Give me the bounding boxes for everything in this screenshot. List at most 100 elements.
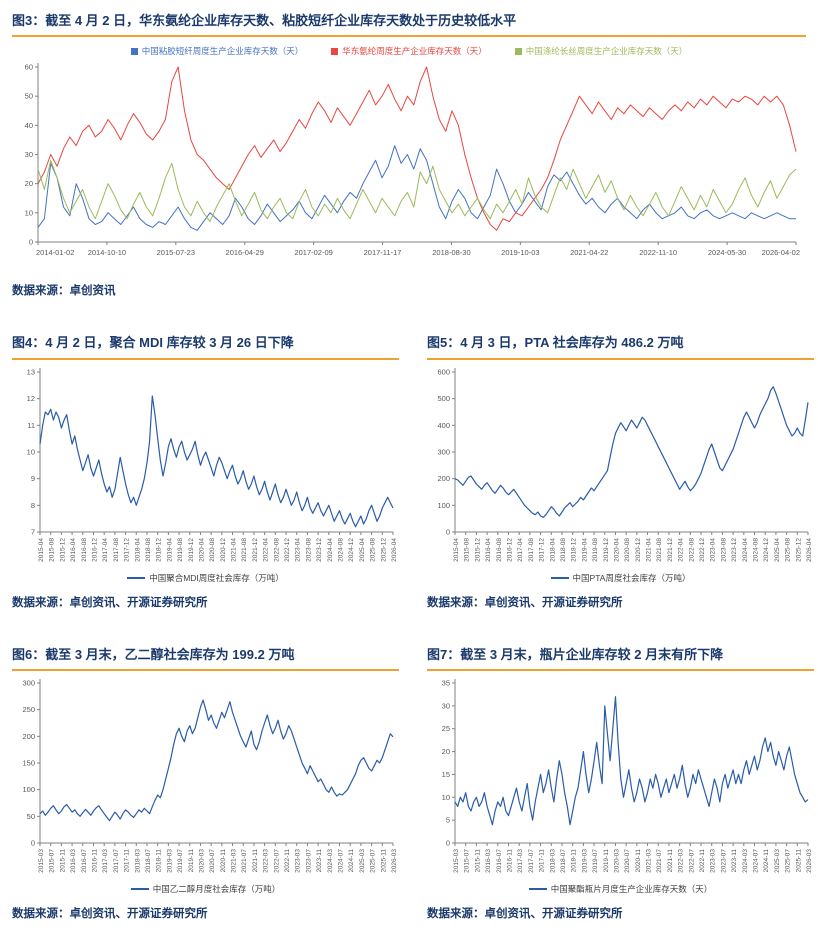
svg-text:2024-03: 2024-03 bbox=[327, 848, 334, 872]
svg-text:2025-03: 2025-03 bbox=[774, 848, 781, 872]
svg-text:12: 12 bbox=[27, 394, 35, 403]
svg-text:2018-07: 2018-07 bbox=[145, 848, 152, 872]
svg-text:2022-03: 2022-03 bbox=[263, 848, 270, 872]
svg-text:400: 400 bbox=[437, 420, 450, 429]
svg-text:2026-04: 2026-04 bbox=[806, 537, 813, 561]
svg-text:2015-07: 2015-07 bbox=[49, 848, 56, 872]
svg-text:2015-03: 2015-03 bbox=[453, 848, 460, 872]
legend-item-bottle-chip: 中国聚酯瓶片月度生产企业库存天数（天） bbox=[528, 883, 713, 895]
svg-text:2015-04: 2015-04 bbox=[38, 537, 45, 561]
svg-text:2025-11: 2025-11 bbox=[380, 848, 387, 872]
svg-text:2014-10-10: 2014-10-10 bbox=[88, 248, 126, 257]
svg-text:2019-11: 2019-11 bbox=[603, 848, 610, 872]
svg-text:2022-12: 2022-12 bbox=[699, 537, 706, 561]
figure4-title: 图4：4 月 2 日，聚合 MDI 库存较 3 月 26 日下降 bbox=[12, 332, 399, 360]
svg-text:2019-11: 2019-11 bbox=[188, 848, 195, 872]
svg-text:2026-03: 2026-03 bbox=[391, 848, 398, 872]
svg-text:2024-08: 2024-08 bbox=[753, 537, 760, 561]
svg-text:0: 0 bbox=[31, 838, 35, 847]
svg-text:2022-08: 2022-08 bbox=[688, 537, 695, 561]
svg-text:2018-04: 2018-04 bbox=[134, 537, 141, 561]
svg-text:2017-12: 2017-12 bbox=[539, 537, 546, 561]
svg-text:30: 30 bbox=[442, 701, 450, 710]
legend-label-bottle-chip: 中国聚酯瓶片月度生产企业库存天数（天） bbox=[550, 883, 713, 894]
svg-text:2022-04: 2022-04 bbox=[263, 537, 270, 561]
svg-text:2019-03: 2019-03 bbox=[581, 848, 588, 872]
spandex-series-marker-icon bbox=[331, 47, 339, 55]
svg-text:10: 10 bbox=[25, 209, 33, 218]
svg-text:2026-04: 2026-04 bbox=[391, 537, 398, 561]
svg-text:2016-07: 2016-07 bbox=[496, 848, 503, 872]
svg-text:20: 20 bbox=[25, 179, 33, 188]
figure3-source: 数据来源：卓创资讯 bbox=[12, 285, 116, 298]
svg-text:2026-04-02: 2026-04-02 bbox=[762, 248, 800, 257]
svg-text:50: 50 bbox=[25, 92, 33, 101]
svg-text:2018-07: 2018-07 bbox=[560, 848, 567, 872]
svg-text:2015-12: 2015-12 bbox=[474, 537, 481, 561]
svg-text:2021-08: 2021-08 bbox=[241, 537, 248, 561]
svg-text:10: 10 bbox=[442, 793, 450, 802]
svg-text:2021-11: 2021-11 bbox=[252, 848, 259, 872]
svg-text:2015-11: 2015-11 bbox=[474, 848, 481, 872]
figure4-section: 图4：4 月 2 日，聚合 MDI 库存较 3 月 26 日下降 7 8 9 10 11… bbox=[12, 332, 399, 609]
pta-series-marker-icon bbox=[550, 576, 569, 579]
svg-text:2016-08: 2016-08 bbox=[81, 537, 88, 561]
svg-text:2020-08: 2020-08 bbox=[624, 537, 631, 561]
legend-label-spandex: 华东氨纶周度生产企业库存天数（天） bbox=[342, 46, 487, 57]
bottle-chip-series-marker-icon bbox=[528, 887, 547, 890]
svg-text:2024-04: 2024-04 bbox=[327, 537, 334, 561]
figure6-chart: 0 50 100 150 200 250 300 2015-03 2015-07 2015-11 2… bbox=[12, 671, 399, 883]
svg-text:150: 150 bbox=[22, 758, 35, 767]
svg-text:2023-04: 2023-04 bbox=[295, 537, 302, 561]
svg-text:2020-11: 2020-11 bbox=[635, 848, 642, 872]
svg-text:2024-07: 2024-07 bbox=[753, 848, 760, 872]
figure7-source: 数据来源：卓创资讯、开源证券研究所 bbox=[427, 907, 623, 920]
figure6-title: 图6：截至 3 月末，乙二醇社会库存为 199.2 万吨 bbox=[12, 644, 399, 671]
svg-text:2016-11: 2016-11 bbox=[91, 848, 98, 872]
svg-text:2024-08: 2024-08 bbox=[338, 537, 345, 561]
legend-item-mdi: 中国聚合MDI周度社会库存（万吨） bbox=[127, 572, 284, 584]
legend-item-polyester-filament: 中国涤纶长丝周度生产企业库存天数（天） bbox=[514, 45, 688, 57]
mdi-series-marker-icon bbox=[127, 576, 146, 579]
svg-text:2015-11: 2015-11 bbox=[59, 848, 66, 872]
svg-text:2020-07: 2020-07 bbox=[209, 848, 216, 872]
figure7-chart: 0 5 10 15 20 25 30 35 2015-03 2015-07 2015-11 2016-… bbox=[427, 671, 814, 883]
svg-text:2019-12: 2019-12 bbox=[603, 537, 610, 561]
svg-text:2025-11: 2025-11 bbox=[795, 848, 802, 872]
svg-text:200: 200 bbox=[22, 732, 35, 741]
svg-text:250: 250 bbox=[22, 705, 35, 714]
legend-label-viscose: 中国粘胶短纤周度生产企业库存天数（天） bbox=[141, 46, 304, 57]
svg-text:100: 100 bbox=[22, 785, 35, 794]
svg-text:2019-04: 2019-04 bbox=[581, 537, 588, 561]
svg-text:30: 30 bbox=[25, 150, 33, 159]
svg-text:50: 50 bbox=[27, 812, 35, 821]
svg-text:2018-03: 2018-03 bbox=[549, 848, 556, 872]
svg-text:2018-08: 2018-08 bbox=[560, 537, 567, 561]
svg-text:2015-04: 2015-04 bbox=[453, 537, 460, 561]
svg-text:40: 40 bbox=[25, 121, 33, 130]
figure5-title: 图5：4 月 3 日，PTA 社会库存为 486.2 万吨 bbox=[427, 332, 814, 360]
viscose-series-marker-icon bbox=[130, 47, 138, 55]
legend-label-pta: 中国PTA周度社会库存（万吨） bbox=[572, 572, 691, 583]
svg-text:2024-12: 2024-12 bbox=[763, 537, 770, 561]
svg-text:9: 9 bbox=[31, 474, 35, 483]
svg-text:0: 0 bbox=[446, 838, 450, 847]
svg-text:2025-03: 2025-03 bbox=[359, 848, 366, 872]
polyester-filament-series-marker-icon bbox=[514, 47, 522, 55]
svg-text:2017-08: 2017-08 bbox=[113, 537, 120, 561]
svg-text:2021-12: 2021-12 bbox=[667, 537, 674, 561]
svg-text:2024-04: 2024-04 bbox=[742, 537, 749, 561]
svg-text:2017-08: 2017-08 bbox=[528, 537, 535, 561]
svg-text:2017-04: 2017-04 bbox=[102, 537, 109, 561]
figure3-title: 图3：截至 4 月 2 日，华东氨纶企业库存天数、粘胶短纤企业库存天数处于历史较… bbox=[12, 10, 806, 38]
svg-text:2019-03: 2019-03 bbox=[166, 848, 173, 872]
svg-text:2018-08: 2018-08 bbox=[145, 537, 152, 561]
legend-label-polyester-filament: 中国涤纶长丝周度生产企业库存天数（天） bbox=[525, 46, 688, 57]
svg-text:2019-08: 2019-08 bbox=[177, 537, 184, 561]
svg-text:2021-11: 2021-11 bbox=[667, 848, 674, 872]
svg-text:2022-11: 2022-11 bbox=[284, 848, 291, 872]
svg-text:2024-07: 2024-07 bbox=[338, 848, 345, 872]
svg-text:600: 600 bbox=[437, 367, 450, 376]
svg-text:2022-11-10: 2022-11-10 bbox=[639, 248, 677, 257]
svg-text:2018-12: 2018-12 bbox=[156, 537, 163, 561]
